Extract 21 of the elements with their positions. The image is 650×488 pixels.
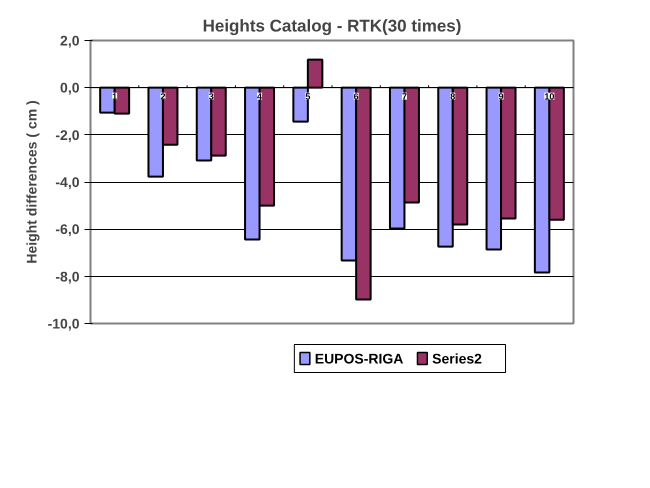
x-tick-label: 7: [402, 92, 407, 102]
x-tick-label: 5: [305, 92, 310, 102]
x-tick-label: 4: [257, 92, 262, 102]
x-tick-label: 3: [208, 92, 214, 102]
y-tick-label: -2,0: [55, 126, 80, 143]
y-tick-label: 2,0: [60, 32, 80, 48]
x-tick-label: 2: [160, 92, 166, 102]
y-tick-label: -6,0: [55, 221, 80, 238]
x-tick-label: 8: [450, 92, 456, 102]
x-tick-label: 9: [498, 92, 504, 102]
y-axis-title: Height differences ( cm ): [24, 100, 40, 264]
y-tick-label: -8,0: [55, 268, 80, 284]
y-tick-label: -4,0: [55, 174, 80, 190]
legend-label: EUPOS-RIGA: [314, 350, 404, 366]
chart-title: Heights Catalog - RTK(30 times): [202, 16, 462, 36]
x-tick-label: 1: [112, 92, 118, 102]
x-tick-label: 6: [354, 92, 359, 102]
legend-label: Series2: [432, 350, 482, 366]
x-tick-label: 10: [544, 92, 554, 102]
y-tick-label: 0,0: [60, 80, 80, 96]
y-tick-label: -10,0: [48, 316, 80, 332]
